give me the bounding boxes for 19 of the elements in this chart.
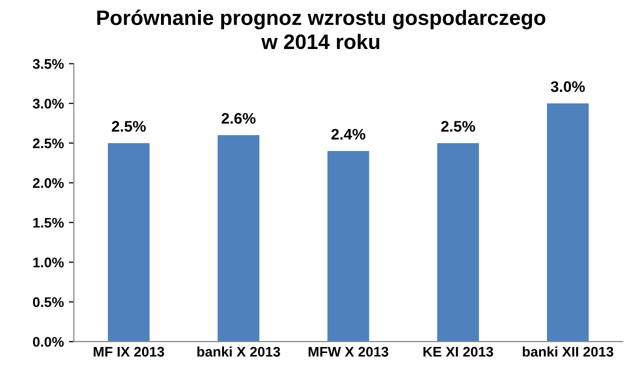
x-tick-label: banki X 2013 bbox=[197, 346, 280, 357]
y-tick-label: 3.5% bbox=[32, 59, 64, 69]
data-label: 2.5% bbox=[441, 120, 476, 132]
chart-title: Porównanie prognoz wzrostu gospodarczego w 2014 roku bbox=[97, 10, 546, 50]
y-tick-label: 2.0% bbox=[32, 178, 64, 188]
data-label: 2.4% bbox=[331, 128, 366, 140]
x-tick-label: MF IX 2013 bbox=[94, 346, 164, 357]
x-tick-label: MFW X 2013 bbox=[308, 346, 388, 357]
data-label: 2.6% bbox=[222, 112, 256, 124]
x-tick-label: banki XII 2013 bbox=[522, 346, 614, 357]
y-tick-label: 2.5% bbox=[32, 138, 64, 148]
data-label: 2.5% bbox=[112, 120, 146, 132]
y-tick-label: 1.5% bbox=[33, 218, 64, 228]
y-tick-label: 1.0% bbox=[33, 258, 64, 268]
y-tick-label: 0.5% bbox=[33, 297, 64, 308]
y-tick-label: 3.0% bbox=[32, 98, 64, 109]
data-label: 3.0% bbox=[550, 81, 585, 92]
y-tick-label: 0.0% bbox=[33, 336, 64, 347]
x-tick-label: KE XI 2013 bbox=[423, 346, 494, 357]
